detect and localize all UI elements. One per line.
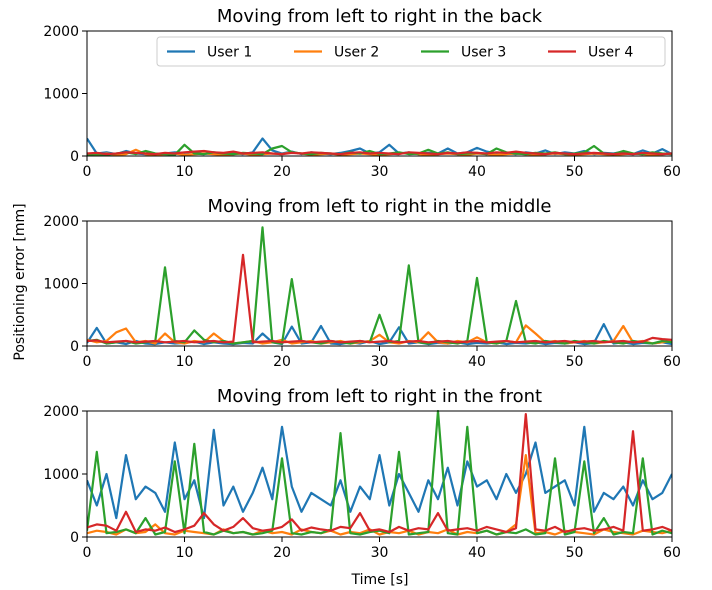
y-tick-label: 2000 xyxy=(43,214,79,230)
x-tick-label: 10 xyxy=(176,354,194,370)
series-line-1-4 xyxy=(87,149,672,156)
x-tick-label: 20 xyxy=(273,164,291,180)
y-axis-label: Positioning error [mm] xyxy=(12,203,28,360)
x-tick-label: 30 xyxy=(371,354,389,370)
x-tick-label: 30 xyxy=(371,164,389,180)
series-line-3-1 xyxy=(87,425,672,520)
x-tick-label: 50 xyxy=(566,354,584,370)
legend: User 1 User 2 User 3 User 4 xyxy=(156,36,666,67)
x-tick-label: 20 xyxy=(273,354,291,370)
panel-1: 0 10 20 30 40 50 60 0 1000 2000 Moving from left t… xyxy=(43,6,681,180)
x-tick-label: 60 xyxy=(663,545,681,561)
y-tick-label: 1000 xyxy=(43,87,79,103)
x-tick-label: 60 xyxy=(663,164,681,180)
panel-title-3: Moving from left to right in the front xyxy=(217,386,542,407)
x-tick-label: 40 xyxy=(468,545,486,561)
panel-3: 0 10 20 30 40 50 60 0 1000 2000 Moving from left t… xyxy=(43,386,681,561)
y-tick-label: 0 xyxy=(70,149,79,165)
legend-label: User 4 xyxy=(588,45,633,61)
y-tick-label: 2000 xyxy=(43,404,79,420)
y-tick-label: 0 xyxy=(70,530,79,546)
x-tick-label: 40 xyxy=(468,164,486,180)
y-tick-label: 1000 xyxy=(43,467,79,483)
x-tick-label: 20 xyxy=(273,545,291,561)
series-line-3-3 xyxy=(87,410,672,536)
x-axis-label: Time [s] xyxy=(351,572,409,588)
x-tick-label: 60 xyxy=(663,354,681,370)
x-tick-label: 30 xyxy=(371,545,389,561)
x-tick-label: 0 xyxy=(83,164,92,180)
x-tick-label: 50 xyxy=(566,164,584,180)
y-tick-label: 1000 xyxy=(43,277,79,293)
x-tick-label: 0 xyxy=(83,545,92,561)
legend-label: User 2 xyxy=(334,45,379,61)
y-tick-label: 0 xyxy=(70,339,79,355)
series-line-2-3 xyxy=(87,226,672,345)
x-tick-label: 50 xyxy=(566,545,584,561)
y-tick-label: 2000 xyxy=(43,24,79,40)
series-line-2-4 xyxy=(87,253,672,344)
legend-label: User 1 xyxy=(207,45,252,61)
panel-title-2: Moving from left to right in the middle xyxy=(208,196,552,217)
legend-box xyxy=(156,36,666,67)
x-tick-label: 0 xyxy=(83,354,92,370)
x-tick-label: 10 xyxy=(176,164,194,180)
x-tick-label: 40 xyxy=(468,354,486,370)
panel-title-1: Moving from left to right in the back xyxy=(217,6,543,27)
legend-label: User 3 xyxy=(461,45,506,61)
panel-2: 0 10 20 30 40 50 60 0 1000 2000 Moving from left t… xyxy=(43,196,681,370)
x-tick-label: 10 xyxy=(176,545,194,561)
series-line-3-4 xyxy=(87,413,672,534)
plot-frame-2 xyxy=(86,220,673,347)
